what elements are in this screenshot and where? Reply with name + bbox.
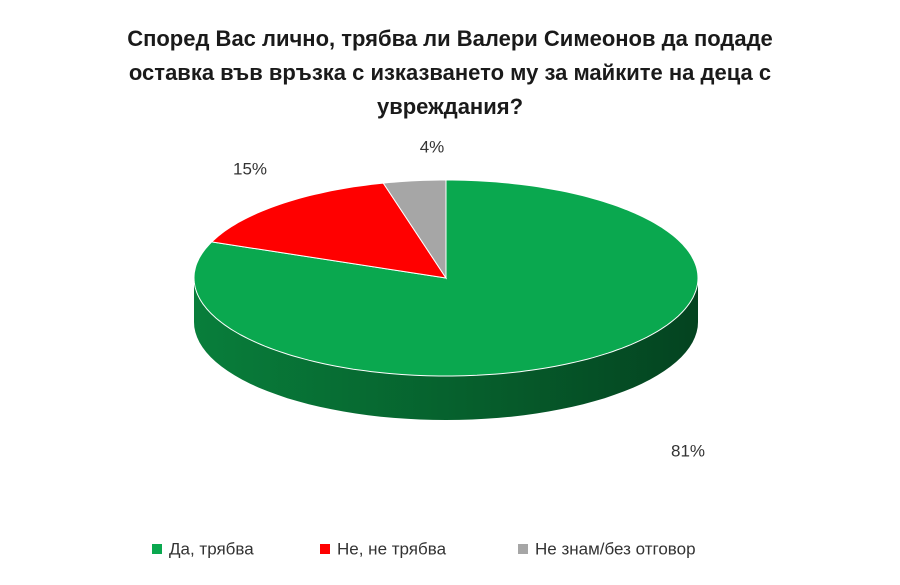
data-label: 4% [420, 137, 445, 156]
legend-swatch [152, 544, 162, 554]
legend-label: Не, не трябва [337, 539, 447, 558]
pie-slice [210, 182, 448, 279]
chart-title: Според Вас лично, трябва ли Валери Симео… [127, 26, 773, 119]
data-label: 15% [233, 159, 267, 178]
legend-label: Да, трябва [169, 539, 254, 558]
legend-swatch [320, 544, 330, 554]
slice-side [194, 278, 698, 420]
legend-label: Не знам/без отговор [535, 539, 696, 558]
pie-slice [382, 179, 447, 280]
data-label: 81% [671, 441, 705, 460]
legend-swatch [518, 544, 528, 554]
